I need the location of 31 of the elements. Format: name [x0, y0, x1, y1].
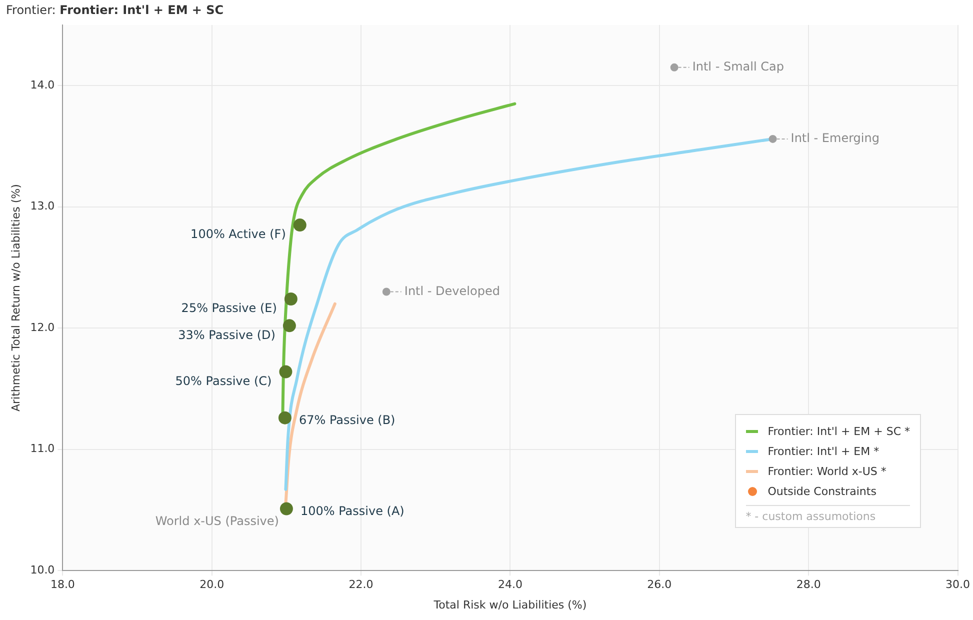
x-tick-label: 24.0: [498, 578, 522, 592]
annotation: 67% Passive (B): [298, 412, 396, 427]
annotation: 25% Passive (E): [181, 301, 277, 316]
annotation: 50% Passive (C): [175, 374, 272, 388]
annotation: * - custom assumotions: [746, 505, 910, 523]
y-tick-label: 14.0: [30, 78, 55, 92]
y-tick-label: 12.0: [30, 320, 55, 334]
chart-title: Frontier:: [6, 3, 57, 17]
x-axis-title: Total Risk w/o Liabilities (%): [432, 598, 587, 612]
y-tick-label: 13.0: [30, 200, 55, 213]
legend-label: Frontier: Int'l + EM + SC *: [768, 424, 910, 438]
chart-subtitle: Frontier: Int'l + EM + SC: [60, 3, 224, 17]
y-tick-label: 11.0: [30, 442, 55, 456]
x-tick-label: 30.0: [946, 578, 970, 592]
annotation: Intl - Emerging: [790, 131, 880, 146]
y-axis-title: Arithmetic Total Return w/o Liabilities (%): [9, 184, 22, 412]
annotation: Intl - Developed: [404, 284, 500, 298]
x-tick-label: 28.0: [796, 578, 821, 592]
legend-label: Frontier: World x-US *: [768, 464, 886, 478]
annotation: 100% Passive (A): [300, 504, 404, 518]
annotation: Intl - Small Cap: [692, 60, 784, 74]
annotation: 100% Active (F): [190, 227, 286, 242]
annotation: 33% Passive (D): [178, 328, 276, 342]
x-tick-label: 18.0: [50, 578, 75, 592]
annotation: World x-US (Passive): [155, 514, 279, 528]
y-tick-label: 10.0: [30, 563, 55, 576]
x-tick-label: 20.0: [200, 578, 224, 592]
legend-label: Frontier: Int'l + EM *: [768, 444, 880, 458]
x-tick-label: 22.0: [348, 578, 374, 592]
legend-label: Outside Constraints: [768, 484, 876, 498]
x-tick-label: 26.0: [647, 578, 672, 592]
